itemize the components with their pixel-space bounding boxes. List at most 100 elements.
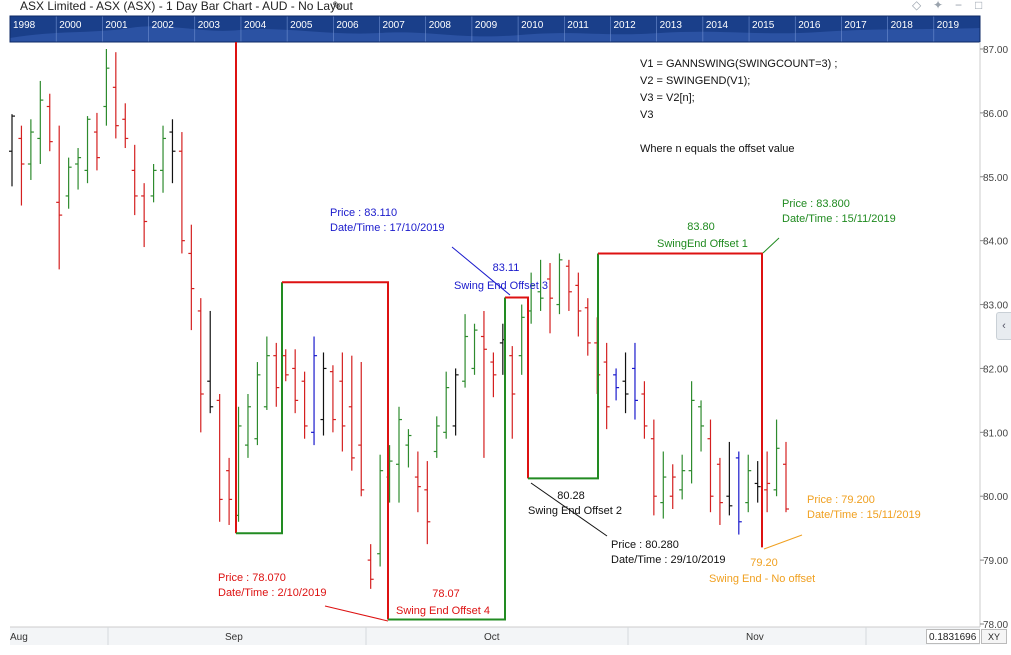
swing-line-red (282, 281, 389, 620)
navigator-year-label: 2005 (290, 20, 313, 31)
ohlc-bar (244, 394, 251, 458)
y-tick-label: 80.00 (983, 492, 1008, 503)
ohlc-bar (348, 355, 355, 471)
ohlc-bar (518, 304, 525, 375)
ohlc-bar (18, 125, 25, 206)
green-pointer-line (762, 237, 780, 254)
navigator-price-line (10, 26, 980, 42)
navigator-year-label: 2017 (844, 20, 867, 31)
ohlc-bar (188, 224, 195, 331)
red-date-label: Date/Time : 2/10/2019 (218, 587, 326, 599)
ohlc-bar (320, 352, 327, 436)
ohlc-bar (358, 362, 365, 497)
ohlc-bar (764, 451, 771, 513)
navigator-year-label: 2010 (521, 20, 544, 31)
ohlc-bar (197, 298, 204, 433)
ohlc-bar (226, 457, 233, 525)
ohlc-bar (735, 451, 742, 535)
ohlc-bar (443, 371, 450, 439)
ohlc-bar (207, 310, 214, 414)
navigator-year-label: 2018 (891, 20, 914, 31)
red-swing-label: Swing End Offset 4 (396, 605, 490, 617)
ohlc-bar (292, 349, 299, 414)
pencil-icon[interactable]: ✎ (332, 0, 343, 13)
ohlc-bar (75, 148, 82, 190)
x-axis-panel (10, 627, 980, 645)
pin-icon[interactable]: ✦ (933, 0, 944, 12)
xy-toggle-button[interactable]: XY (981, 629, 1007, 644)
y-tick-label: 79.00 (983, 556, 1008, 567)
black-swing-label: Swing End Offset 2 (528, 505, 622, 517)
diamond-icon[interactable]: ◇ (912, 0, 922, 12)
ohlc-bar (329, 365, 336, 433)
y-tick-label: 78.00 (983, 620, 1008, 631)
collapse-panel-icon[interactable]: ‹ (996, 312, 1011, 340)
ohlc-bar (160, 125, 167, 193)
ohlc-bar (509, 346, 516, 439)
navigator-year-label: 2009 (475, 20, 498, 31)
ohlc-bar (263, 336, 270, 410)
swing-line-red (505, 296, 529, 479)
ohlc-bar (480, 310, 487, 458)
black-value-label: 80.28 (557, 490, 585, 502)
ohlc-bar (433, 416, 440, 458)
ohlc-bar (9, 114, 15, 187)
ohlc-bar (622, 352, 629, 414)
swing-line-green (388, 297, 506, 621)
swing-line-green (236, 282, 283, 535)
red-value-label: 78.07 (432, 588, 460, 600)
ohlc-bar (698, 400, 705, 452)
ohlc-bar (471, 323, 478, 375)
ohlc-bar (490, 352, 497, 398)
formula-line: V2 = SWINGEND(V1); (640, 75, 750, 87)
ohlc-bar (424, 461, 431, 545)
ohlc-bar (396, 406, 402, 503)
orange-swing-label: Swing End - No offset (709, 573, 815, 585)
green-swing-label: SwingEnd Offset 1 (657, 238, 748, 250)
navigator-year-label: 2008 (429, 20, 452, 31)
navigator-year-label: 2012 (613, 20, 636, 31)
ohlc-bar (56, 125, 63, 270)
navigator-year-label: 2001 (105, 20, 128, 31)
ohlc-bar (556, 253, 563, 315)
y-tick-label: 83.00 (983, 301, 1008, 312)
ohlc-bar (669, 464, 676, 509)
navigator-year-label: 2000 (59, 20, 82, 31)
blue-value-label: 83.11 (493, 262, 520, 274)
y-tick-label: 85.00 (983, 173, 1008, 184)
ohlc-bar (405, 429, 412, 468)
ohlc-bar (311, 336, 318, 446)
ohlc-bar (462, 314, 469, 388)
formula-line: V3 (640, 109, 653, 121)
navigator-year-label: 2002 (152, 20, 175, 31)
orange-pointer-line (763, 534, 803, 550)
navigator-year-label: 2004 (244, 20, 267, 31)
ohlc-bar (103, 49, 110, 126)
close-icon[interactable]: □ (975, 0, 983, 12)
ohlc-bar (414, 451, 421, 513)
ohlc-bar (707, 419, 714, 513)
ohlc-bar (178, 132, 185, 254)
ohlc-bar (216, 394, 223, 522)
navigator-year-label: 2003 (198, 20, 221, 31)
ohlc-bar (273, 342, 280, 407)
ohlc-bar (84, 116, 91, 184)
y-tick-label: 81.00 (983, 428, 1008, 439)
ohlc-bar (112, 52, 119, 139)
swing-line-green (528, 253, 599, 480)
green-date-label: Date/Time : 15/11/2019 (782, 213, 896, 225)
ohlc-bar (301, 371, 308, 439)
ohlc-bar (377, 454, 384, 567)
ohlc-bar (65, 157, 72, 209)
restore-icon[interactable]: − (955, 0, 963, 12)
navigator-year-label: 1998 (13, 20, 36, 31)
y-tick-label: 87.00 (983, 45, 1008, 56)
orange-date-label: Date/Time : 15/11/2019 (807, 509, 921, 521)
blue-price-label: Price : 83.110 (330, 207, 397, 219)
ohlc-bar (537, 259, 544, 311)
y-tick-label: 82.00 (983, 364, 1008, 375)
window-title: ASX Limited - ASX (ASX) - 1 Day Bar Char… (20, 0, 353, 13)
ohlc-bar (169, 119, 176, 184)
black-date-label: Date/Time : 29/10/2019 (611, 554, 726, 566)
